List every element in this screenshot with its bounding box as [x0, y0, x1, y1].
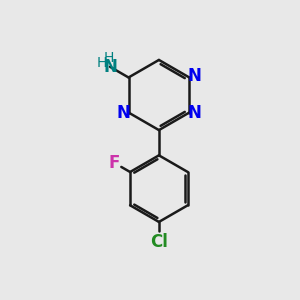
- Text: N: N: [103, 58, 117, 76]
- Text: H: H: [97, 56, 107, 70]
- Text: H: H: [104, 51, 114, 65]
- Text: F: F: [108, 154, 120, 172]
- Text: N: N: [188, 67, 202, 85]
- Text: N: N: [116, 104, 130, 122]
- Text: N: N: [188, 104, 202, 122]
- Text: Cl: Cl: [150, 233, 168, 251]
